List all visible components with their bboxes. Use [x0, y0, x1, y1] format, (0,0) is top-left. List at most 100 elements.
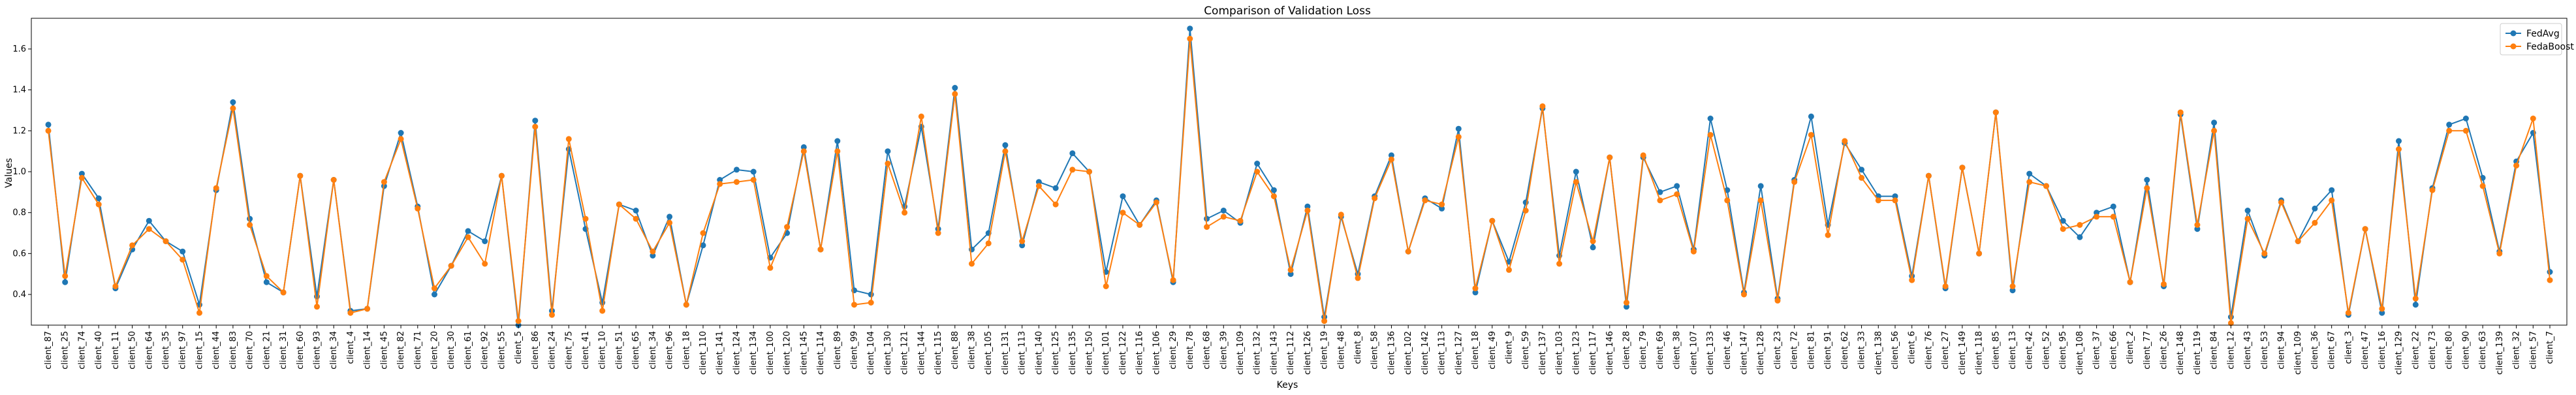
fedaboost-point: [78, 174, 85, 181]
x-tick-label: client_78: [1186, 331, 1195, 370]
x-tick-label: client_9: [1505, 331, 1515, 364]
fedaboost-series-line: [48, 39, 2551, 324]
x-tick-label: client_137: [1538, 331, 1548, 375]
x-tick-label: client_66: [2109, 331, 2118, 370]
fedaboost-point: [549, 311, 555, 318]
x-tick-label: client_116: [1135, 331, 1145, 375]
x-tick-label: client_129: [2395, 331, 2404, 375]
fedavg-point: [1220, 208, 1227, 213]
x-tick-label: client_79: [1639, 331, 1648, 370]
fedavg-point: [1254, 161, 1261, 166]
x-tick-label: client_104: [866, 331, 876, 375]
x-tick-label: client_121: [900, 331, 910, 375]
x-tick-label: client_70: [245, 331, 255, 370]
x-tick-label: client_105: [984, 331, 994, 375]
fedaboost-point: [733, 179, 740, 185]
fedaboost-point: [1892, 197, 1898, 204]
x-tick-label: client_28: [1622, 331, 1632, 370]
fedaboost-point: [180, 257, 186, 263]
y-tick-label: 0.4: [12, 290, 26, 300]
x-tick-label: client_101: [1101, 331, 1111, 375]
x-tick-label: client_49: [1488, 331, 1498, 370]
x-tick-label: client_87: [44, 331, 54, 370]
x-tick-label: client_122: [1118, 331, 1128, 375]
x-tick-label: client_58: [1370, 331, 1380, 370]
fedaboost-point: [1120, 210, 1126, 216]
fedaboost-point: [163, 238, 169, 244]
x-tick-label: client_36: [2310, 331, 2320, 370]
fedaboost-point: [1925, 172, 1932, 179]
fedaboost-markers: [45, 35, 2553, 326]
fedavg-point: [465, 228, 471, 234]
x-tick-label: client_145: [799, 331, 809, 375]
fedaboost-point: [1607, 154, 1613, 161]
fedavg-legend-marker: [2510, 30, 2517, 37]
x-tick-label: client_147: [1740, 331, 1750, 375]
fedaboost-point: [263, 273, 270, 279]
x-tick-label: client_97: [178, 331, 188, 370]
x-tick-label: client_37: [2092, 331, 2102, 370]
fedavg-point: [1757, 183, 1764, 189]
fedaboost-point: [1724, 197, 1731, 204]
fedavg-point: [1892, 193, 1898, 200]
x-tick-label: client_88: [950, 331, 960, 370]
fedaboost-point: [2009, 283, 2016, 289]
fedaboost-point: [952, 91, 958, 97]
x-tick-label: client_92: [480, 331, 490, 370]
fedaboost-point: [2530, 116, 2536, 121]
fedaboost-point: [2161, 281, 2167, 287]
x-tick-label: client_35: [161, 331, 171, 370]
fedaboost-point: [582, 215, 589, 222]
axes: 0.4 0.6 0.8 1.0 1.2 1.4 1.6 client_87 client_25 c…: [12, 18, 2568, 375]
x-tick-label: client_90: [2461, 331, 2471, 370]
x-tick-label: client_42: [2025, 331, 2035, 370]
x-tick-label: client_11: [111, 331, 121, 370]
fedaboost-point: [834, 148, 841, 155]
x-tick-label: client_86: [531, 331, 541, 370]
fedaboost-point: [1388, 156, 1394, 163]
fedavg-point: [146, 217, 152, 224]
fedaboost-point: [2496, 250, 2503, 257]
fedaboost-point: [1137, 222, 1143, 228]
x-tick-label: client_8: [1353, 331, 1363, 364]
fedavg-point: [2060, 217, 2066, 224]
x-tick-label: client_133: [1706, 331, 1716, 375]
x-tick-label: client_126: [1303, 331, 1313, 375]
x-tick-label: client_40: [94, 331, 104, 370]
fedaboost-point: [2379, 306, 2385, 312]
fedaboost-point: [314, 304, 320, 310]
fedavg-point: [2312, 205, 2318, 212]
fedaboost-point: [2110, 213, 2116, 220]
fedaboost-point: [1304, 208, 1311, 213]
x-tick-label: client_135: [1068, 331, 1078, 375]
fedavg-point: [952, 85, 958, 91]
fedaboost-point: [935, 230, 941, 236]
x-tick-label: client_99: [850, 331, 860, 370]
x-tick-label: client_94: [2277, 331, 2287, 370]
fedaboost-point: [1153, 199, 1159, 206]
fedavg-point: [1069, 150, 1076, 157]
fedaboost-point: [1338, 212, 1344, 218]
fedavg-point: [263, 279, 270, 285]
fedaboost-point: [1522, 208, 1529, 213]
fedavg-point: [2244, 208, 2251, 213]
fedaboost-point: [1405, 248, 1411, 255]
fedaboost-point: [616, 201, 622, 208]
x-tick-label: client_30: [447, 331, 456, 370]
x-tick-label: client_100: [766, 331, 776, 375]
fedavg-point: [700, 242, 706, 249]
x-tick-label: client_55: [497, 331, 507, 370]
fedaboost-point: [565, 136, 572, 142]
fedaboost-point: [1069, 166, 1076, 173]
fedavg-point: [2094, 210, 2100, 216]
fedavg-point: [2329, 187, 2335, 193]
fedavg-point: [482, 238, 488, 244]
fedavg-point: [180, 248, 186, 255]
x-tick-label: client_13: [2008, 331, 2018, 370]
fedavg-point: [432, 291, 437, 298]
fedavg-point: [800, 144, 807, 150]
x-tick-label: client_21: [262, 331, 272, 370]
fedaboost-point: [1825, 232, 1831, 238]
fedaboost-point: [633, 215, 639, 222]
x-tick-label: client_93: [313, 331, 322, 370]
